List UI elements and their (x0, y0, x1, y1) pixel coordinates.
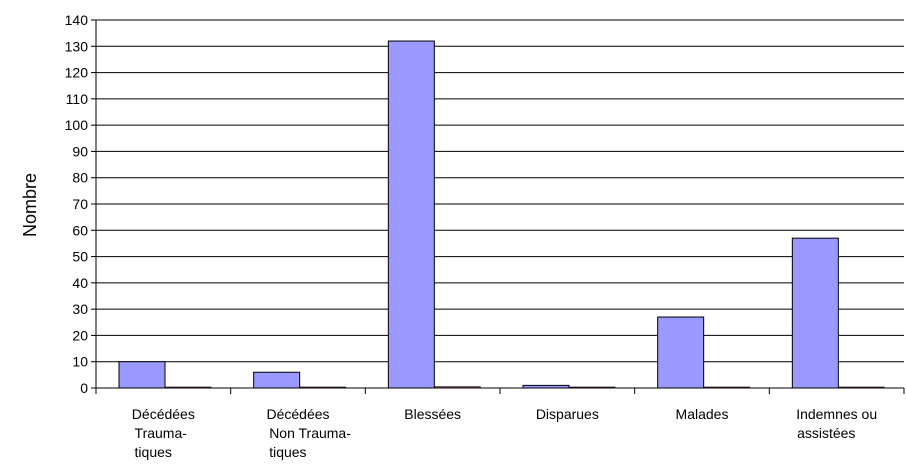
y-tick-label: 120 (65, 65, 89, 81)
bars (118, 40, 885, 389)
bar (253, 371, 301, 389)
y-tick-label: 10 (72, 354, 88, 370)
y-tick-label: 100 (65, 117, 89, 133)
x-category-label: Malades (676, 406, 729, 422)
x-category-label-line: Trauma- (135, 425, 188, 441)
x-category-label-line: tiques (135, 444, 172, 460)
x-category-label-line: Blessées (404, 406, 461, 422)
y-tick-label: 0 (80, 380, 88, 396)
x-category-label-line: assistées (797, 425, 855, 441)
y-tick-label: 40 (72, 275, 88, 291)
x-category-label: Décédées Trauma-tiques (132, 406, 195, 460)
y-tick-label: 130 (65, 38, 89, 54)
x-category-label-line: Décédées (266, 406, 329, 422)
x-category-label-line: Indemnes ou (796, 406, 877, 422)
bar (387, 40, 435, 389)
y-tick-label: 70 (72, 196, 88, 212)
y-tick-label: 20 (72, 327, 88, 343)
y-axis-title: Nombre (20, 173, 40, 237)
x-category-label: Décédées Non Trauma-tiques (266, 406, 351, 460)
y-tick-label: 110 (66, 91, 89, 107)
gridlines (96, 19, 904, 363)
x-axis (95, 20, 905, 394)
x-category-label: Indemnes ou assistées (796, 406, 877, 441)
x-category-label-line: Disparues (536, 406, 599, 422)
x-category-label: Blessées (404, 406, 461, 422)
y-axis-ticks: 0 10 20 30 40 50 60 70 80 90 100 110 120 130 140 (65, 12, 96, 396)
y-tick-label: 50 (72, 249, 88, 265)
x-category-label-line: tiques (269, 444, 306, 460)
x-axis-labels: Décédées Trauma-tiques Décédées Non Trauma-… (132, 406, 877, 460)
x-category-label-line: Décédées (132, 406, 195, 422)
x-category-label-line: Malades (676, 406, 729, 422)
y-tick-label: 80 (72, 170, 88, 186)
y-tick-label: 30 (72, 301, 88, 317)
bar (657, 316, 705, 389)
y-tick-label: 60 (72, 222, 88, 238)
bar (118, 361, 166, 389)
bar (791, 237, 839, 389)
y-tick-label: 90 (72, 143, 88, 159)
x-category-label-line: Non Trauma- (269, 425, 351, 441)
x-category-label: Disparues (536, 406, 599, 422)
y-tick-label: 140 (65, 12, 89, 28)
